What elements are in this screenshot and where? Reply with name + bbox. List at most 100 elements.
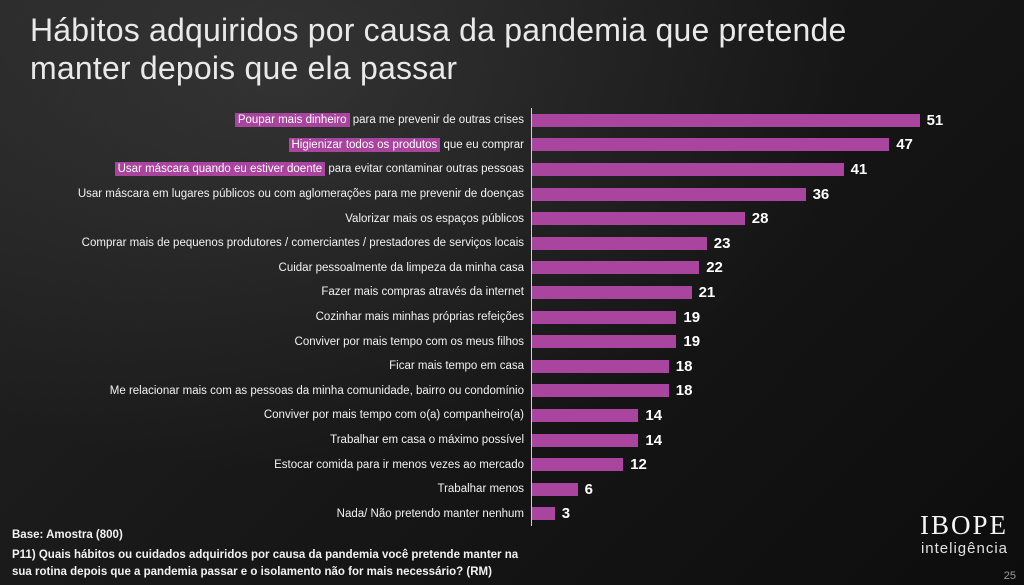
- value-label: 6: [584, 480, 593, 498]
- category-label: Comprar mais de pequenos produtores / co…: [81, 237, 524, 250]
- value-label: 19: [683, 308, 701, 326]
- bar-cell: 41: [531, 157, 1024, 182]
- category-label: Valorizar mais os espaços públicos: [345, 212, 524, 225]
- bar-cell: 18: [531, 378, 1024, 404]
- category-label: Trabalhar em casa o máximo possível: [330, 434, 524, 447]
- value-label: 19: [683, 333, 701, 351]
- bar-cell: 28: [531, 206, 1024, 231]
- value-label: 12: [630, 456, 647, 474]
- category-label: Usar máscara quando eu estiver doente pa…: [0, 162, 531, 177]
- category-label: Trabalhar menos: [437, 483, 524, 496]
- bar: [532, 236, 707, 250]
- chart-row: Conviver por mais tempo com os meus filh…: [0, 329, 1024, 354]
- bar-chart: Poupar mais dinheiro para me prevenir de…: [0, 108, 1024, 527]
- bar-cell: 21: [531, 280, 1024, 305]
- category-label: Me relacionar mais com as pessoas da min…: [109, 384, 524, 397]
- bar: [532, 212, 745, 226]
- value-label: 21: [698, 283, 716, 301]
- bar: [532, 384, 669, 398]
- chart-row: Estocar comida para ir menos vezes ao me…: [0, 452, 1024, 477]
- highlighted-label-part: Poupar mais dinheiro: [234, 113, 350, 128]
- page-title-line2: manter depois que ela passar: [30, 49, 458, 86]
- bar: [532, 162, 844, 176]
- value-label: 51: [926, 111, 944, 129]
- sample-base-note: Base: Amostra (800): [12, 529, 123, 541]
- bar: [532, 261, 700, 275]
- category-label: Cuidar pessoalmente da limpeza da minha …: [278, 261, 524, 274]
- category-label: Higienizar todos os produtos que eu comp…: [0, 137, 531, 152]
- category-label: Poupar mais dinheiro para me prevenir de…: [0, 113, 531, 128]
- highlighted-label-part: Higienizar todos os produtos: [288, 137, 441, 152]
- value-label: 14: [645, 406, 663, 424]
- chart-row: Me relacionar mais com as pessoas da min…: [0, 378, 1024, 404]
- bar-cell: 6: [531, 476, 1024, 502]
- value-label: 23: [713, 234, 731, 252]
- bar-cell: 14: [531, 403, 1024, 428]
- bar: [532, 138, 890, 152]
- bar-cell: 3: [531, 501, 1024, 527]
- category-label: Conviver por mais tempo com os meus filh…: [294, 335, 524, 348]
- category-label: Nada/ Não pretendo manter nenhum: [336, 507, 524, 520]
- bar: [532, 359, 669, 373]
- value-label: 18: [675, 357, 693, 375]
- category-label: Cozinhar mais minhas próprias refeições: [315, 311, 524, 324]
- bar: [532, 335, 677, 349]
- ibope-logo-subtext: inteligência: [920, 540, 1008, 557]
- bar: [532, 187, 806, 201]
- value-label: 36: [812, 185, 830, 203]
- value-label: 14: [645, 431, 663, 449]
- bar: [532, 310, 677, 324]
- chart-row: Cozinhar mais minhas próprias refeições 1…: [0, 304, 1024, 330]
- value-label: 28: [751, 210, 769, 228]
- value-label: 41: [850, 160, 868, 178]
- bar-cell: 12: [531, 452, 1024, 477]
- chart-row: Higienizar todos os produtos que eu comp…: [0, 132, 1024, 158]
- bar: [532, 458, 624, 472]
- chart-row: Usar máscara quando eu estiver doente pa…: [0, 157, 1024, 182]
- chart-row: Conviver por mais tempo com o(a) companh…: [0, 403, 1024, 428]
- chart-row: Poupar mais dinheiro para me prevenir de…: [0, 108, 1024, 133]
- value-label: 22: [706, 259, 723, 277]
- chart-row: Valorizar mais os espaços públicos 28: [0, 206, 1024, 231]
- bar-cell: 36: [531, 181, 1024, 207]
- bar: [532, 507, 555, 521]
- value-label: 3: [561, 505, 571, 523]
- chart-row: Comprar mais de pequenos produtores / co…: [0, 230, 1024, 256]
- bar-cell: 14: [531, 427, 1024, 453]
- chart-row: Nada/ Não pretendo manter nenhum 3: [0, 501, 1024, 527]
- survey-question-line1: P11) Quais hábitos ou cuidados adquirido…: [12, 549, 519, 561]
- bar-cell: 19: [531, 304, 1024, 330]
- highlighted-label-part: Usar máscara quando eu estiver doente: [114, 162, 326, 177]
- chart-row: Trabalhar menos 6: [0, 476, 1024, 502]
- bar: [532, 113, 920, 127]
- bar-cell: 51: [531, 108, 1024, 133]
- value-label: 18: [675, 382, 693, 400]
- chart-row: Cuidar pessoalmente da limpeza da minha …: [0, 255, 1024, 281]
- survey-question-note: P11) Quais hábitos ou cuidados adquirido…: [12, 547, 518, 580]
- page-title: Hábitos adquiridos por causa da pandemia…: [30, 12, 1010, 88]
- bar-cell: 23: [531, 230, 1024, 256]
- bar-cell: 18: [531, 353, 1024, 379]
- bar-cell: 22: [531, 255, 1024, 281]
- branding: IBOPE inteligência: [919, 510, 1008, 558]
- category-label: Usar máscara em lugares públicos ou com …: [77, 188, 524, 201]
- category-label: Estocar comida para ir menos vezes ao me…: [274, 458, 524, 471]
- chart-row: Ficar mais tempo em casa 18: [0, 353, 1024, 379]
- page-title-line1: Hábitos adquiridos por causa da pandemia…: [30, 12, 847, 48]
- ibope-logo: IBOPE: [919, 510, 1008, 540]
- bar: [532, 482, 578, 496]
- bar: [532, 285, 692, 299]
- chart-row: Trabalhar em casa o máximo possível 14: [0, 427, 1024, 453]
- value-label: 47: [896, 136, 913, 154]
- category-label: Conviver por mais tempo com o(a) companh…: [263, 409, 524, 422]
- bar-cell: 19: [531, 329, 1024, 354]
- bar-cell: 47: [531, 132, 1024, 158]
- survey-question-line2: sua rotina depois que a pandemia passar …: [12, 565, 492, 578]
- bar: [532, 433, 639, 447]
- category-label: Fazer mais compras através da internet: [321, 286, 524, 299]
- chart-row: Fazer mais compras através da internet 21: [0, 280, 1024, 305]
- page-number: 25: [1003, 570, 1016, 582]
- bar: [532, 408, 639, 422]
- chart-row: Usar máscara em lugares públicos ou com …: [0, 181, 1024, 207]
